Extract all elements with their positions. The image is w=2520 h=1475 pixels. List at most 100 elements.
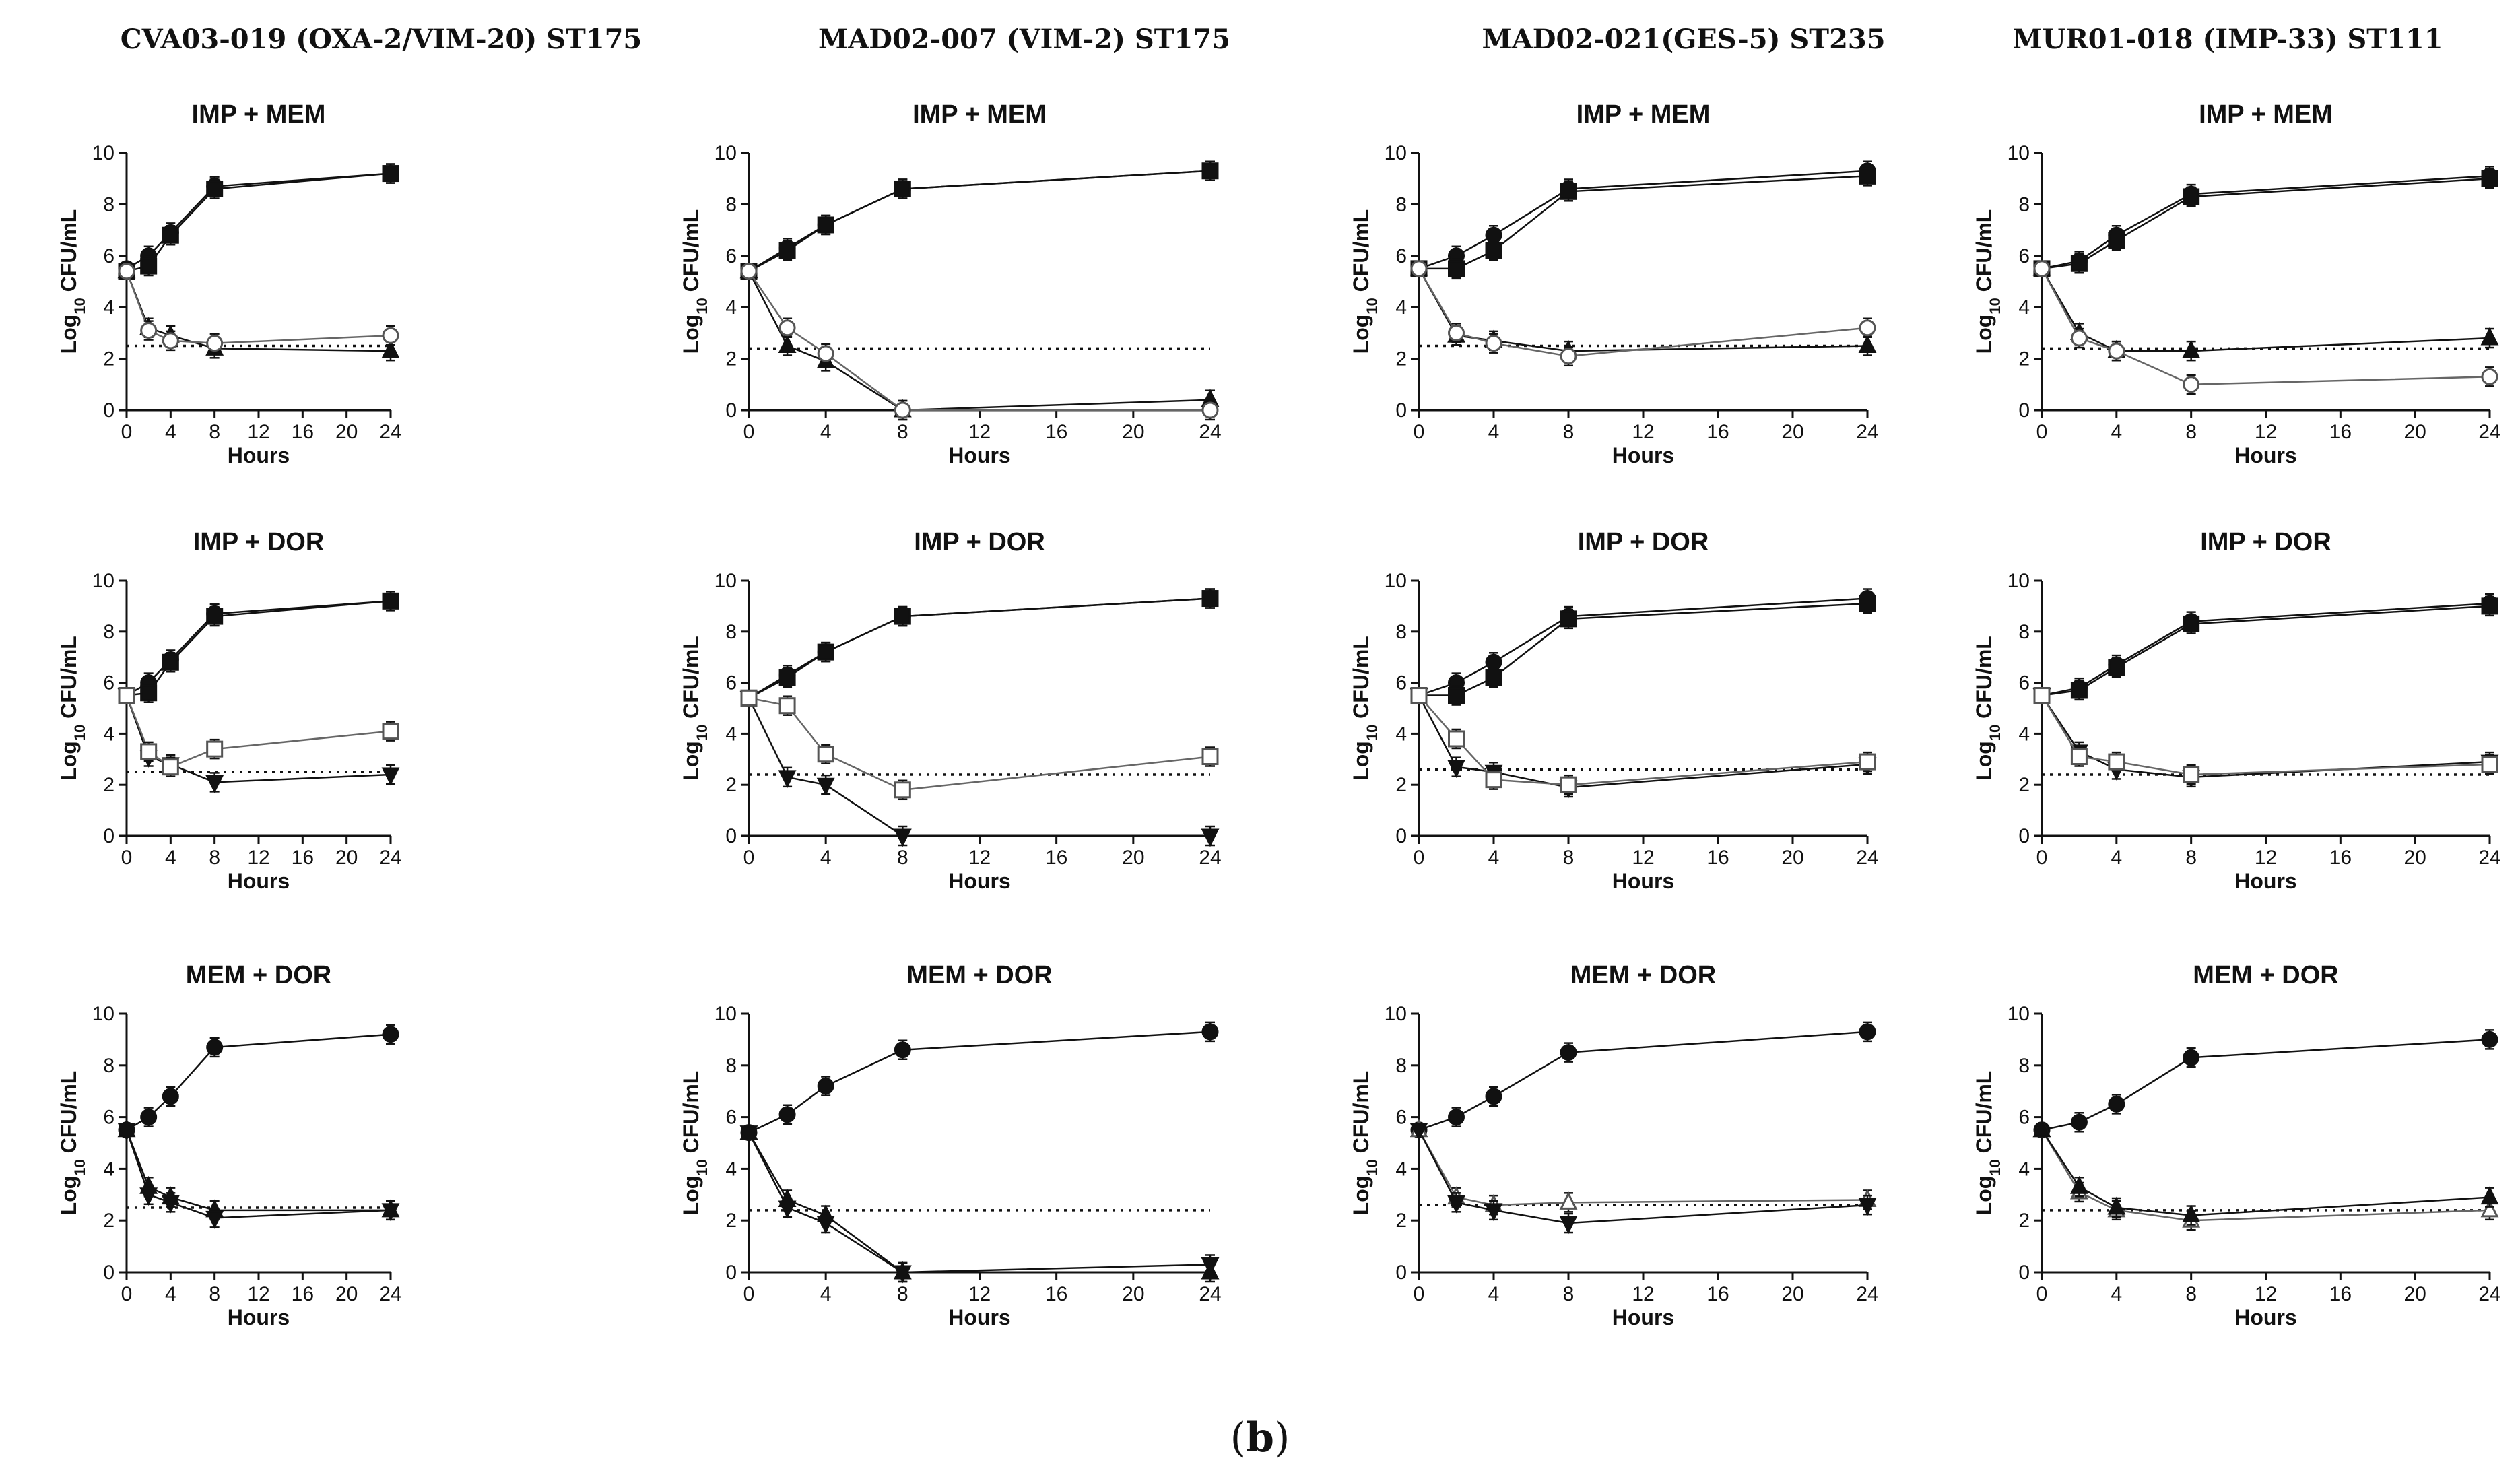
data-point xyxy=(778,1106,796,1123)
data-point xyxy=(2070,748,2088,766)
x-tick-label: 8 xyxy=(2185,847,2197,869)
data-point xyxy=(1447,1195,1465,1214)
x-tick-label: 16 xyxy=(292,1283,314,1305)
y-axis-label-prefix: Log xyxy=(1972,1176,1996,1216)
x-tick-label: 24 xyxy=(1856,847,1878,869)
x-tick-label: 0 xyxy=(1414,847,1425,869)
data-point xyxy=(778,335,797,353)
x-tick-label: 4 xyxy=(1488,847,1500,869)
x-axis-label: Hours xyxy=(948,1305,1010,1330)
x-tick-label: 4 xyxy=(2111,1283,2122,1305)
y-tick-label: 10 xyxy=(2008,570,2030,592)
data-point xyxy=(894,180,911,197)
series-combination xyxy=(740,160,1219,280)
data-point xyxy=(162,332,179,350)
data-point xyxy=(1410,260,1428,277)
data-point xyxy=(2183,766,2200,783)
data-point xyxy=(1559,1191,1578,1210)
series-drug-B xyxy=(739,1125,1220,1284)
data-point xyxy=(2032,1119,2051,1138)
data-point xyxy=(894,401,911,419)
y-tick-label: 6 xyxy=(103,672,114,694)
data-point xyxy=(740,263,758,280)
y-axis-label: Log10 CFU/mL xyxy=(679,209,710,354)
y-tick-label: 10 xyxy=(1385,142,1407,164)
x-tick-label: 0 xyxy=(1414,1283,1425,1305)
data-point xyxy=(740,689,758,707)
series-line xyxy=(748,1132,1211,1274)
data-point xyxy=(2183,1049,2200,1066)
data-point xyxy=(118,263,135,280)
x-tick-label: 24 xyxy=(1199,421,1221,443)
x-tick-label: 12 xyxy=(2255,1283,2277,1305)
x-tick-label: 0 xyxy=(121,421,133,443)
x-axis-label: Hours xyxy=(948,869,1010,893)
data-point xyxy=(1859,1023,1876,1041)
data-point xyxy=(1201,401,1219,419)
x-tick-label: 20 xyxy=(2403,421,2426,443)
series-drug-A xyxy=(117,688,400,793)
caption-close: ) xyxy=(1274,1414,1290,1462)
series-drug-B xyxy=(1410,260,1876,367)
y-tick-label: 8 xyxy=(725,193,737,216)
y-axis-label-prefix: Log xyxy=(1349,741,1373,781)
data-point xyxy=(2033,687,2051,704)
y-axis-label: Log10 CFU/mL xyxy=(679,1071,710,1216)
panel-title: MEM + DOR xyxy=(186,961,331,989)
series-line xyxy=(1418,268,1868,352)
y-axis-label: Log10 CFU/mL xyxy=(1349,209,1381,354)
x-tick-label: 4 xyxy=(820,421,832,443)
y-tick-label: 4 xyxy=(1395,1158,1407,1180)
series-combination xyxy=(2033,168,2498,277)
series-line xyxy=(126,172,391,272)
x-tick-label: 12 xyxy=(968,1283,991,1305)
panel-title: IMP + DOR xyxy=(1578,528,1709,556)
x-tick-label: 12 xyxy=(247,421,269,443)
y-tick-label: 0 xyxy=(1395,399,1407,422)
series-line xyxy=(2041,268,2490,386)
x-tick-label: 16 xyxy=(292,847,314,869)
data-point xyxy=(140,1109,158,1126)
series-drug-B xyxy=(740,263,1219,421)
series-drug-B xyxy=(2033,687,2498,785)
x-tick-label: 24 xyxy=(1856,1283,1878,1305)
series-drug-A xyxy=(1410,257,1877,362)
x-tick-label: 20 xyxy=(1781,421,1803,443)
data-point xyxy=(2182,339,2201,358)
series-combination xyxy=(118,591,399,704)
x-tick-label: 16 xyxy=(1045,847,1067,869)
y-tick-label: 0 xyxy=(725,399,737,422)
y-tick-label: 2 xyxy=(725,1210,737,1232)
data-point xyxy=(817,643,834,661)
panel-title: IMP + DOR xyxy=(914,528,1045,556)
data-point xyxy=(1448,324,1465,341)
data-point xyxy=(778,697,796,715)
y-axis-label-prefix: Log xyxy=(1349,315,1373,354)
x-tick-label: 8 xyxy=(209,1283,220,1305)
series-drug-A xyxy=(739,1121,1220,1283)
x-tick-label: 8 xyxy=(209,421,220,443)
data-point xyxy=(382,327,399,344)
data-point xyxy=(1560,610,1577,628)
y-tick-label: 4 xyxy=(1395,723,1407,745)
series-line xyxy=(125,271,391,344)
series-control xyxy=(740,1021,1219,1142)
series-drug-A xyxy=(739,690,1220,847)
x-tick-label: 8 xyxy=(1563,421,1574,443)
series-drug-A xyxy=(1410,688,1877,799)
series-line xyxy=(748,271,1210,412)
data-point xyxy=(162,758,179,776)
x-tick-label: 20 xyxy=(335,421,358,443)
y-tick-label: 8 xyxy=(725,1055,737,1077)
y-tick-label: 6 xyxy=(1395,672,1407,694)
y-tick-label: 2 xyxy=(725,774,737,796)
y-axis-label-suffix: CFU/mL xyxy=(1972,209,1996,298)
series-drug-B xyxy=(740,689,1219,801)
x-tick-label: 12 xyxy=(1632,421,1654,443)
series-line xyxy=(748,697,1210,837)
data-point xyxy=(1447,760,1465,779)
series-drug-B xyxy=(118,687,399,777)
series-drug-B xyxy=(1410,687,1876,795)
